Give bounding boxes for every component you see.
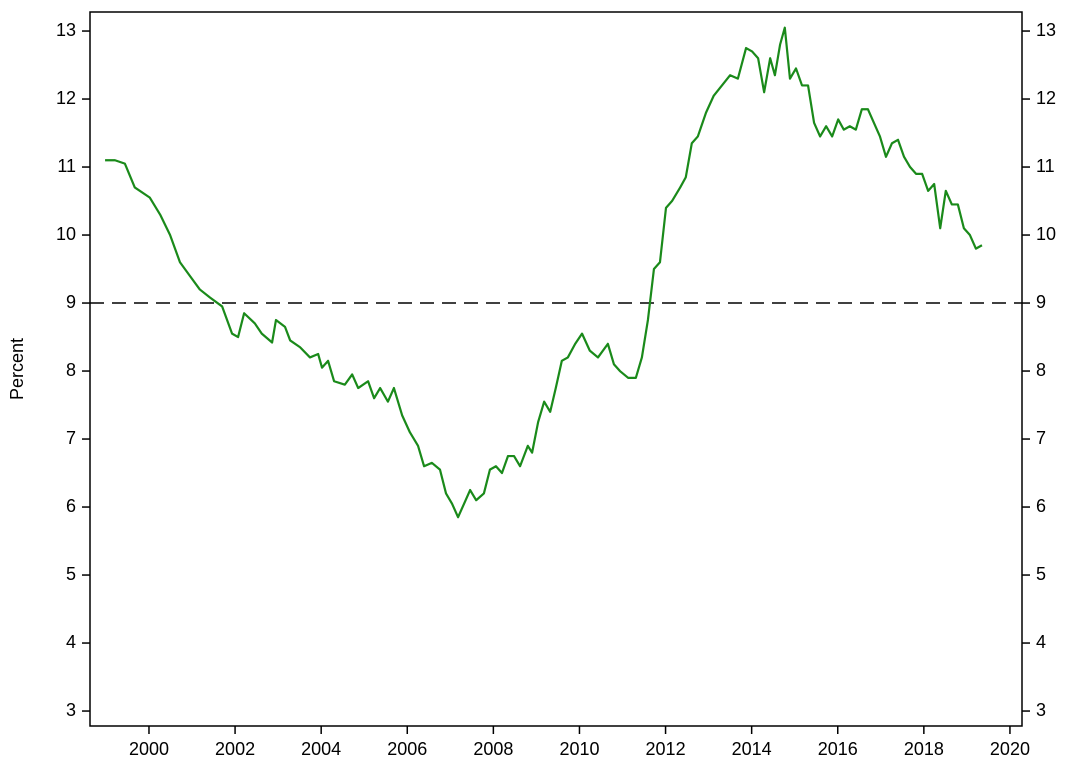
x-tick-label: 2010 <box>559 739 599 759</box>
y-tick-label: 6 <box>66 496 76 516</box>
x-tick-label: 2002 <box>215 739 255 759</box>
y2-tick-label: 3 <box>1036 700 1046 720</box>
y-axis-label: Percent <box>7 338 27 400</box>
x-tick-label: 2020 <box>990 739 1030 759</box>
y2-tick-label: 4 <box>1036 632 1046 652</box>
y2-tick-label: 13 <box>1036 20 1056 40</box>
y-tick-label: 7 <box>66 428 76 448</box>
y2-tick-label: 12 <box>1036 88 1056 108</box>
y-tick-label: 3 <box>66 700 76 720</box>
y-tick-label: 13 <box>56 20 76 40</box>
x-tick-label: 2012 <box>646 739 686 759</box>
y2-tick-label: 5 <box>1036 564 1046 584</box>
y-tick-label: 12 <box>56 88 76 108</box>
y2-tick-label: 11 <box>1036 156 1055 176</box>
plot-frame <box>89 11 1023 727</box>
x-tick-label: 2000 <box>129 739 169 759</box>
x-tick-label: 2018 <box>904 739 944 759</box>
x-tick-label: 2006 <box>387 739 427 759</box>
y-tick-label: 10 <box>56 224 76 244</box>
data-line <box>105 26 983 519</box>
y2-tick-label: 9 <box>1036 292 1046 312</box>
y-tick-label: 5 <box>66 564 76 584</box>
y2-tick-label: 7 <box>1036 428 1046 448</box>
y-tick-label: 8 <box>66 360 76 380</box>
y-tick-label: 4 <box>66 632 76 652</box>
x-tick-label: 2004 <box>301 739 341 759</box>
x-tick-label: 2016 <box>818 739 858 759</box>
x-tick-label: 2008 <box>473 739 513 759</box>
y-tick-label: 11 <box>57 156 76 176</box>
y2-tick-label: 8 <box>1036 360 1046 380</box>
x-tick-label: 2014 <box>732 739 772 759</box>
y-tick-label: 9 <box>66 292 76 312</box>
y2-tick-label: 10 <box>1036 224 1056 244</box>
y2-tick-label: 6 <box>1036 496 1046 516</box>
